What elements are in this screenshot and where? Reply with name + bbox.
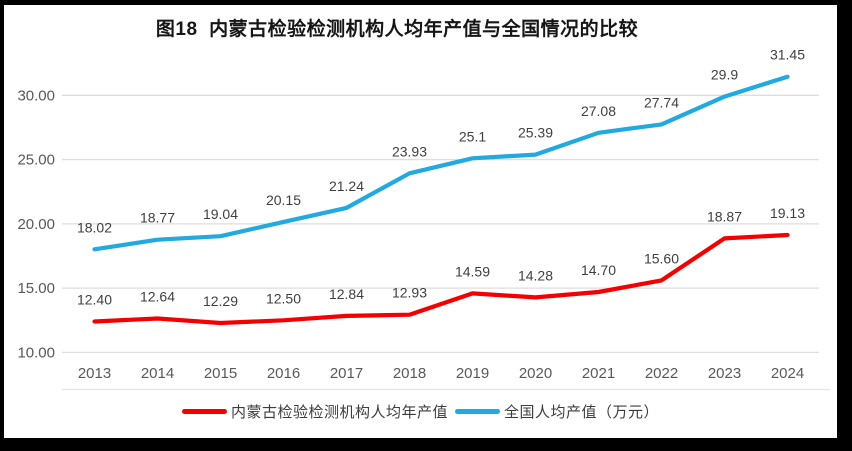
data-label: 14.28 — [518, 267, 553, 283]
data-label: 14.59 — [455, 263, 490, 279]
x-tick-label: 2018 — [393, 365, 426, 382]
data-label: 23.93 — [392, 143, 427, 159]
data-label: 18.77 — [140, 210, 175, 226]
legend-label-national: 全国人均产值（万元） — [504, 404, 660, 421]
x-tick-label: 2024 — [771, 365, 804, 382]
x-tick-label: 2020 — [519, 365, 552, 382]
x-tick-label: 2015 — [204, 365, 237, 382]
data-label: 25.39 — [518, 125, 553, 141]
blue-line-legend-swatch — [455, 409, 500, 414]
data-label: 12.93 — [392, 285, 427, 301]
border-bottom — [0, 438, 852, 451]
y-tick-label: 10.00 — [17, 344, 55, 361]
border-right — [837, 0, 852, 451]
data-label: 29.9 — [711, 67, 738, 83]
data-label: 31.45 — [770, 47, 805, 63]
data-label: 18.02 — [77, 219, 112, 235]
x-tick-label: 2013 — [78, 365, 111, 382]
x-tick-label: 2016 — [267, 365, 300, 382]
data-label: 20.15 — [266, 192, 301, 208]
data-label: 12.29 — [203, 293, 238, 309]
series-line-neimenggu — [92, 232, 790, 326]
data-label: 25.1 — [459, 128, 486, 144]
border-left — [0, 0, 4, 451]
chart-title: 图18 内蒙古检验检测机构人均年产值与全国情况的比较 — [155, 19, 639, 40]
data-label: 12.64 — [140, 288, 175, 304]
y-tick-label: 30.00 — [17, 87, 55, 104]
series-line-national — [92, 74, 790, 252]
x-tick-label: 2017 — [330, 365, 363, 382]
chart-legend: 内蒙古检验检测机构人均年产值 全国人均产值（万元） — [4, 401, 837, 422]
data-label: 18.87 — [707, 208, 742, 224]
legend-item-national: 全国人均产值（万元） — [455, 401, 659, 422]
legend-label-neimenggu: 内蒙古检验检测机构人均年产值 — [230, 404, 448, 421]
border-top — [0, 0, 852, 5]
red-line-legend-swatch — [181, 409, 227, 414]
x-tick-label: 2014 — [141, 365, 174, 382]
data-label: 27.08 — [581, 103, 616, 119]
x-tick-label: 2019 — [456, 365, 489, 382]
x-tick-label: 2023 — [708, 365, 741, 382]
x-tick-label: 2021 — [582, 365, 615, 382]
data-label: 12.50 — [266, 290, 301, 306]
data-label: 15.60 — [644, 250, 679, 266]
y-tick-label: 25.00 — [17, 152, 55, 169]
x-tick-label: 2022 — [645, 365, 678, 382]
y-tick-label: 20.00 — [17, 216, 55, 233]
data-label: 19.13 — [770, 205, 805, 221]
data-label: 12.84 — [329, 286, 364, 302]
legend-item-neimenggu: 内蒙古检验检测机构人均年产值 — [181, 401, 448, 422]
data-label: 19.04 — [203, 206, 238, 222]
data-label: 12.40 — [77, 292, 112, 308]
data-label: 27.74 — [644, 94, 679, 110]
data-label: 14.70 — [581, 262, 616, 278]
data-label: 21.24 — [329, 178, 364, 194]
y-tick-label: 15.00 — [17, 280, 55, 297]
